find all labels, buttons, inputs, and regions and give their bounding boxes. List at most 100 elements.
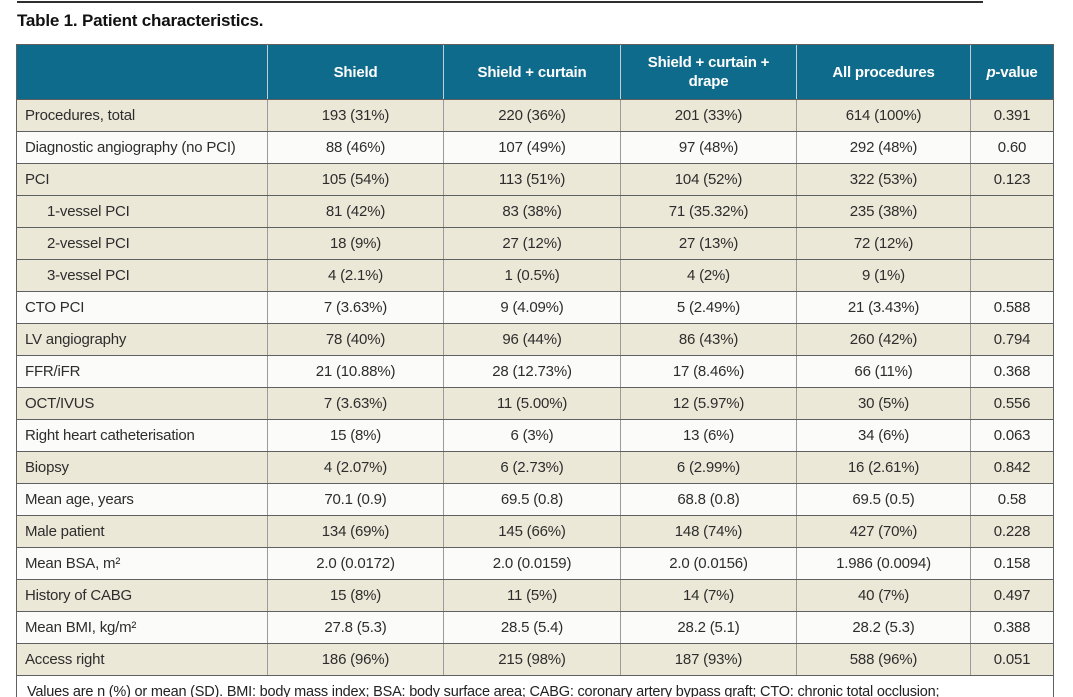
row-value: 201 (33%) bbox=[620, 99, 797, 132]
row-value: 4 (2%) bbox=[620, 259, 797, 292]
table-row: Right heart catheterisation 15 (8%) 6 (3%)… bbox=[16, 419, 1054, 452]
row-value: 9 (1%) bbox=[796, 259, 971, 292]
row-label: Mean BMI, kg/m² bbox=[16, 611, 268, 644]
row-value: 21 (10.88%) bbox=[267, 355, 444, 388]
row-label: PCI bbox=[16, 163, 268, 196]
table-row: Male patient 134 (69%) 145 (66%) 148 (74%) 4… bbox=[16, 515, 1054, 548]
header-shield-curtain-drape: Shield + curtain + drape bbox=[620, 44, 797, 100]
row-value: 235 (38%) bbox=[796, 195, 971, 228]
table-body: Procedures, total 193 (31%) 220 (36%) 201 (… bbox=[16, 99, 1054, 676]
row-value: 96 (44%) bbox=[443, 323, 621, 356]
header-p-value: p-value bbox=[970, 44, 1054, 100]
row-value: 15 (8%) bbox=[267, 419, 444, 452]
row-value: 6 (3%) bbox=[443, 419, 621, 452]
table-row: Diagnostic angiography (no PCI) 88 (46%) 1… bbox=[16, 131, 1054, 164]
row-value: 40 (7%) bbox=[796, 579, 971, 612]
row-value: 104 (52%) bbox=[620, 163, 797, 196]
row-value: 97 (48%) bbox=[620, 131, 797, 164]
row-value: 21 (3.43%) bbox=[796, 291, 971, 324]
row-value: 4 (2.07%) bbox=[267, 451, 444, 484]
row-value: 614 (100%) bbox=[796, 99, 971, 132]
row-value: 15 (8%) bbox=[267, 579, 444, 612]
row-value: 105 (54%) bbox=[267, 163, 444, 196]
row-label: Mean age, years bbox=[16, 483, 268, 516]
p-value-rest: -value bbox=[995, 63, 1038, 81]
row-value: 69.5 (0.8) bbox=[443, 483, 621, 516]
row-value: 17 (8.46%) bbox=[620, 355, 797, 388]
patient-characteristics-table: Shield Shield + curtain Shield + curtain… bbox=[16, 44, 1054, 697]
row-value: 5 (2.49%) bbox=[620, 291, 797, 324]
row-label: Mean BSA, m² bbox=[16, 547, 268, 580]
row-value: 193 (31%) bbox=[267, 99, 444, 132]
row-value: 28 (12.73%) bbox=[443, 355, 621, 388]
row-value: 322 (53%) bbox=[796, 163, 971, 196]
row-value: 0.60 bbox=[970, 131, 1054, 164]
row-label: FFR/iFR bbox=[16, 355, 268, 388]
row-label: Access right bbox=[16, 643, 268, 676]
row-value: 14 (7%) bbox=[620, 579, 797, 612]
row-value: 1.986 (0.0094) bbox=[796, 547, 971, 580]
row-value: 292 (48%) bbox=[796, 131, 971, 164]
row-value: 28.2 (5.3) bbox=[796, 611, 971, 644]
header-empty-cell bbox=[16, 44, 268, 100]
row-value: 18 (9%) bbox=[267, 227, 444, 260]
table-row: Procedures, total 193 (31%) 220 (36%) 201 (… bbox=[16, 99, 1054, 132]
table-row: Biopsy 4 (2.07%) 6 (2.73%) 6 (2.99%) 16 (2.6… bbox=[16, 451, 1054, 484]
row-value: 427 (70%) bbox=[796, 515, 971, 548]
row-value: 588 (96%) bbox=[796, 643, 971, 676]
row-value: 11 (5.00%) bbox=[443, 387, 621, 420]
row-value: 27 (12%) bbox=[443, 227, 621, 260]
row-value: 69.5 (0.5) bbox=[796, 483, 971, 516]
row-value: 83 (38%) bbox=[443, 195, 621, 228]
row-value bbox=[970, 227, 1054, 260]
row-value: 81 (42%) bbox=[267, 195, 444, 228]
row-label: CTO PCI bbox=[16, 291, 268, 324]
row-value: 134 (69%) bbox=[267, 515, 444, 548]
row-value: 145 (66%) bbox=[443, 515, 621, 548]
row-value: 260 (42%) bbox=[796, 323, 971, 356]
row-value: 86 (43%) bbox=[620, 323, 797, 356]
row-value: 12 (5.97%) bbox=[620, 387, 797, 420]
row-value: 0.123 bbox=[970, 163, 1054, 196]
header-all-procedures: All procedures bbox=[796, 44, 971, 100]
row-value: 88 (46%) bbox=[267, 131, 444, 164]
top-rule bbox=[17, 1, 983, 3]
row-value: 107 (49%) bbox=[443, 131, 621, 164]
row-label: 3-vessel PCI bbox=[16, 259, 268, 292]
row-label: Procedures, total bbox=[16, 99, 268, 132]
row-value: 0.388 bbox=[970, 611, 1054, 644]
table-row: OCT/IVUS 7 (3.63%) 11 (5.00%) 12 (5.97%) 30 … bbox=[16, 387, 1054, 420]
row-value: 7 (3.63%) bbox=[267, 291, 444, 324]
row-value bbox=[970, 259, 1054, 292]
row-value: 34 (6%) bbox=[796, 419, 971, 452]
row-value: 148 (74%) bbox=[620, 515, 797, 548]
row-label: Male patient bbox=[16, 515, 268, 548]
row-value: 13 (6%) bbox=[620, 419, 797, 452]
row-value: 0.58 bbox=[970, 483, 1054, 516]
row-value: 28.5 (5.4) bbox=[443, 611, 621, 644]
row-label: Right heart catheterisation bbox=[16, 419, 268, 452]
row-value: 113 (51%) bbox=[443, 163, 621, 196]
row-value: 30 (5%) bbox=[796, 387, 971, 420]
table-row: Mean BMI, kg/m² 27.8 (5.3) 28.5 (5.4) 28.2 … bbox=[16, 611, 1054, 644]
row-value: 0.497 bbox=[970, 579, 1054, 612]
row-value: 0.158 bbox=[970, 547, 1054, 580]
p-value-italic-p: p bbox=[986, 63, 996, 81]
row-label: History of CABG bbox=[16, 579, 268, 612]
footnote-row: Values are n (%) or mean (SD). BMI: body… bbox=[16, 675, 1054, 697]
table-row: History of CABG 15 (8%) 11 (5%) 14 (7%) 40 (… bbox=[16, 579, 1054, 612]
row-value: 16 (2.61%) bbox=[796, 451, 971, 484]
row-value: 4 (2.1%) bbox=[267, 259, 444, 292]
row-value: 66 (11%) bbox=[796, 355, 971, 388]
row-value: 2.0 (0.0172) bbox=[267, 547, 444, 580]
row-value bbox=[970, 195, 1054, 228]
table-row: 3-vessel PCI 4 (2.1%) 1 (0.5%) 4 (2%) 9 (1%) bbox=[16, 259, 1054, 292]
row-value: 187 (93%) bbox=[620, 643, 797, 676]
row-value: 68.8 (0.8) bbox=[620, 483, 797, 516]
row-value: 7 (3.63%) bbox=[267, 387, 444, 420]
row-value: 0.556 bbox=[970, 387, 1054, 420]
row-value: 186 (96%) bbox=[267, 643, 444, 676]
row-label: 2-vessel PCI bbox=[16, 227, 268, 260]
row-value: 0.051 bbox=[970, 643, 1054, 676]
row-value: 1 (0.5%) bbox=[443, 259, 621, 292]
